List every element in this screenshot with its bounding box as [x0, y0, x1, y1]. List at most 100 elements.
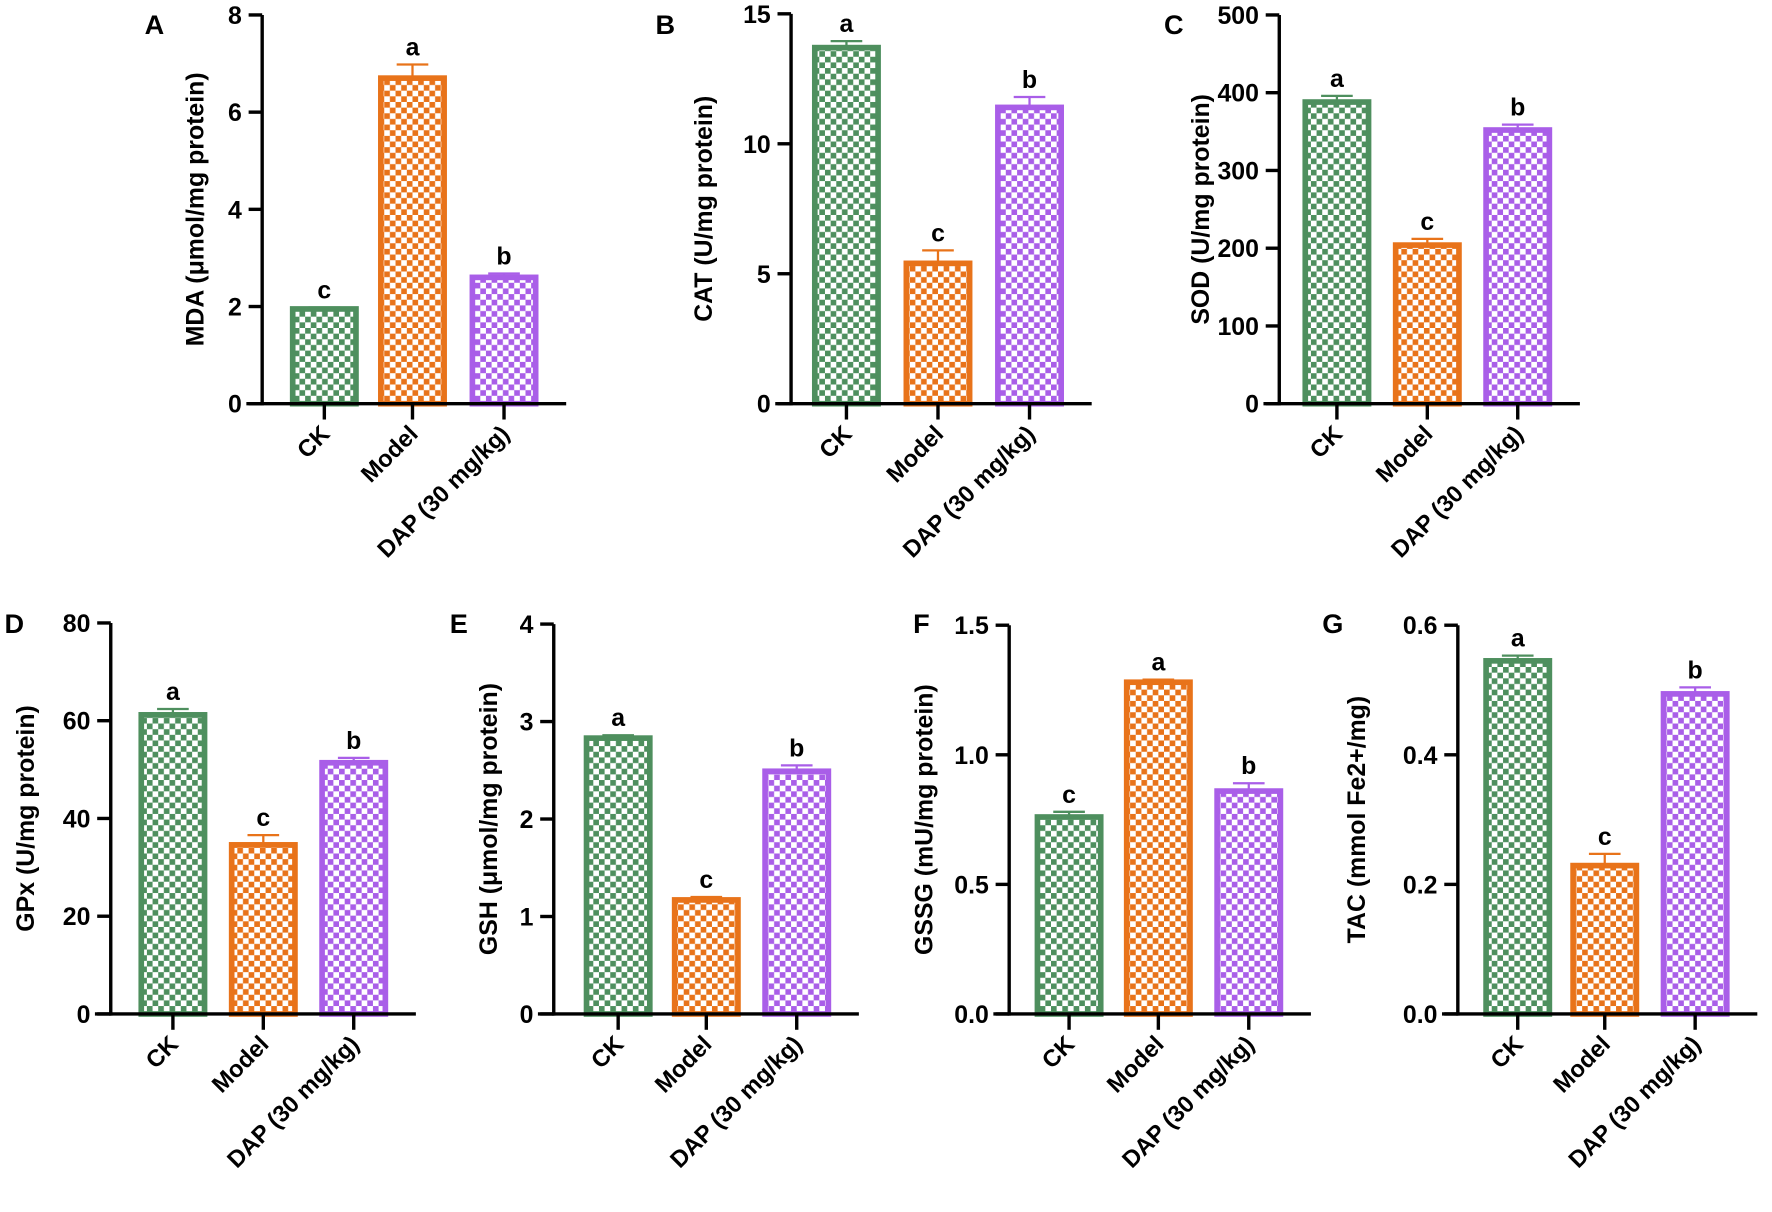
x-tick-label: CK — [293, 421, 336, 464]
significance-letter: a — [1511, 625, 1525, 653]
x-tick-label: CK — [141, 1031, 184, 1074]
y-tick-label: 10 — [743, 131, 771, 159]
panel-letter: B — [655, 9, 675, 40]
significance-letter: c — [931, 219, 945, 247]
x-tick-label: CK — [1037, 1031, 1080, 1074]
bar-ck — [289, 306, 359, 407]
bar-dap — [319, 759, 389, 1017]
bar-ck — [1483, 658, 1553, 1017]
y-tick-label: 0.4 — [1403, 742, 1438, 770]
bar-ck — [1034, 814, 1104, 1017]
y-tick-label: 1.5 — [954, 612, 989, 640]
y-tick-label: 0 — [77, 1001, 91, 1029]
significance-letter: c — [1062, 781, 1076, 809]
y-tick-label: 3 — [520, 709, 534, 737]
x-tick-label: CK — [815, 421, 858, 464]
bar-dap — [469, 274, 539, 407]
bar-model — [228, 842, 298, 1017]
significance-letter: b — [789, 734, 804, 762]
panel-letter: C — [1164, 9, 1184, 40]
y-tick-label: 0.5 — [954, 871, 989, 899]
y-tick-label: 5 — [757, 261, 771, 289]
bar-model — [378, 75, 447, 407]
y-tick-label: 4 — [228, 196, 242, 224]
y-tick-label: 6 — [228, 99, 242, 127]
y-tick-label: 100 — [1217, 313, 1258, 341]
bar-ck — [583, 735, 653, 1017]
y-tick-label: 20 — [63, 903, 91, 931]
significance-letter: a — [406, 33, 420, 61]
bar-dap — [1483, 127, 1553, 407]
significance-letter: c — [1420, 208, 1434, 236]
significance-letter: b — [1688, 656, 1703, 684]
bar-model — [903, 260, 973, 407]
bar-ck — [1302, 99, 1372, 407]
significance-letter: b — [1022, 66, 1037, 94]
bar-dap — [1660, 691, 1730, 1017]
y-axis-label: TAC (mmol Fe2+/mg) — [1343, 696, 1371, 943]
x-tick-label: Model — [357, 421, 424, 488]
y-tick-label: 2 — [520, 806, 534, 834]
y-tick-label: 40 — [63, 806, 91, 834]
y-tick-label: 8 — [228, 2, 242, 30]
y-tick-label: 0 — [228, 391, 242, 419]
x-tick-label: Model — [650, 1031, 717, 1098]
y-axis-label: GPx (U/mg protein) — [12, 705, 40, 932]
y-tick-label: 0.0 — [1403, 1001, 1438, 1029]
significance-letter: c — [1598, 823, 1612, 851]
x-tick-label: Model — [882, 421, 949, 488]
significance-letter: c — [699, 866, 713, 894]
bar-dap — [762, 768, 832, 1017]
significance-letter: a — [1151, 649, 1165, 677]
bar-model — [1123, 679, 1193, 1017]
y-tick-label: 0.6 — [1403, 612, 1438, 640]
y-tick-label: 60 — [63, 708, 91, 736]
y-tick-label: 400 — [1217, 80, 1258, 108]
significance-letter: a — [611, 704, 625, 732]
panel-letter: F — [913, 608, 930, 639]
bar-model — [671, 897, 741, 1017]
significance-letter: c — [256, 804, 270, 832]
y-axis-label: SOD (U/mg protein) — [1187, 94, 1215, 325]
significance-letter: a — [840, 10, 854, 38]
significance-letter: c — [317, 276, 331, 304]
significance-letter: b — [346, 727, 361, 755]
y-tick-label: 80 — [63, 610, 91, 638]
bar-ck — [811, 44, 881, 407]
bar-ck — [138, 712, 208, 1017]
panel-letter: D — [5, 608, 25, 639]
y-tick-label: 500 — [1217, 2, 1258, 30]
panel-letter: A — [145, 9, 165, 40]
y-tick-label: 0 — [1245, 391, 1259, 419]
bar-dap — [1214, 788, 1284, 1017]
x-tick-label: CK — [587, 1031, 630, 1074]
y-axis-label: GSSG (mU/mg protein) — [910, 684, 938, 955]
significance-letter: a — [166, 678, 180, 706]
significance-letter: b — [1241, 752, 1256, 780]
y-tick-label: 15 — [743, 1, 771, 29]
y-tick-label: 0 — [520, 1001, 534, 1029]
y-tick-label: 300 — [1217, 157, 1258, 185]
significance-letter: a — [1330, 65, 1344, 93]
x-tick-label: Model — [1103, 1031, 1170, 1098]
x-tick-label: Model — [1549, 1031, 1616, 1098]
y-tick-label: 200 — [1217, 235, 1258, 263]
y-axis-label: CAT (U/mg protein) — [690, 96, 718, 322]
significance-letter: b — [496, 242, 511, 270]
x-tick-label: Model — [207, 1031, 274, 1098]
y-axis-label: GSH (μmol/mg protein) — [475, 683, 503, 955]
y-tick-label: 0.2 — [1403, 871, 1438, 899]
significance-letter: b — [1510, 94, 1525, 122]
x-tick-label: Model — [1371, 421, 1438, 488]
y-tick-label: 1.0 — [954, 742, 989, 770]
x-tick-label: CK — [1305, 421, 1348, 464]
y-tick-label: 2 — [228, 294, 242, 322]
